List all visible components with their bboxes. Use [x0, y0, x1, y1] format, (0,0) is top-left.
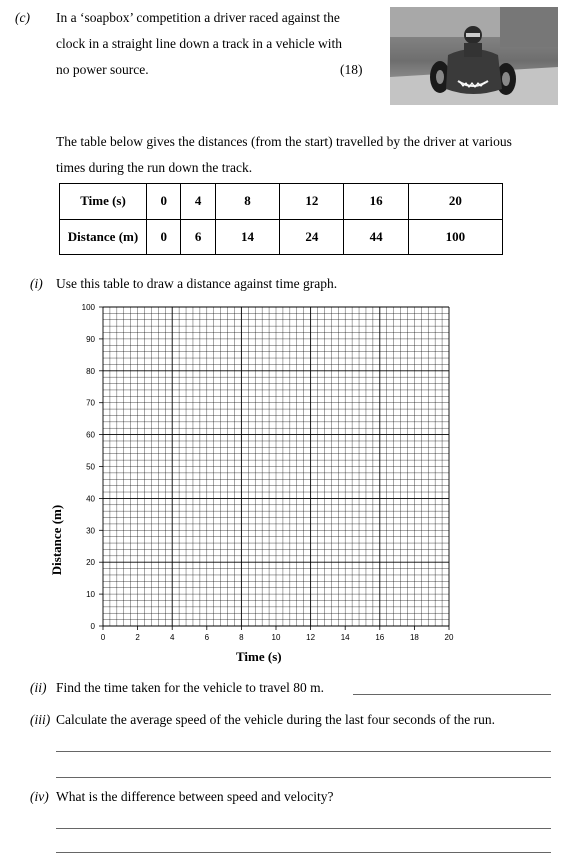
x-tick-label: 2: [135, 633, 140, 642]
grid-minor-lines: [103, 307, 449, 626]
question-iii-text: Calculate the average speed of the vehic…: [56, 712, 495, 727]
table-cell: 14: [214, 218, 281, 255]
y-tick-label: 50: [86, 463, 95, 472]
tick-labels: 0 10 20 30 40 50 60 70 80 90 100 0 2 4 6 8 10 12 14 16 18 20: [82, 303, 454, 642]
x-tick-label: 8: [239, 633, 244, 642]
x-tick-label: 14: [341, 633, 350, 642]
part-label: (c): [15, 10, 30, 25]
table-cell: 6: [180, 218, 216, 255]
table-row: Distance (m) 0 6 14 24 44 100: [59, 218, 504, 255]
x-tick-label: 12: [306, 633, 315, 642]
x-tick-label: 4: [170, 633, 175, 642]
table-row: Time (s) 0 4 8 12 16 20: [59, 183, 504, 220]
intro-line-3: no power source.: [56, 62, 149, 77]
axis-ticks: [99, 306, 450, 630]
x-tick-label: 16: [375, 633, 384, 642]
table-cell: 24: [279, 218, 345, 255]
table-intro-line-1: The table below gives the distances (fro…: [56, 134, 512, 149]
question-iv-text: What is the difference between speed and…: [56, 789, 334, 804]
distance-time-graph[interactable]: 0 10 20 30 40 50 60 70 80 90 100 0 2 4 6 8 10 12 14 16 18 20: [0, 295, 562, 670]
answer-line[interactable]: [56, 777, 551, 778]
y-tick-label: 90: [86, 335, 95, 344]
x-tick-label: 10: [272, 633, 281, 642]
table-cell: 0: [145, 183, 182, 220]
answer-line[interactable]: [56, 852, 551, 853]
x-tick-label: 18: [410, 633, 419, 642]
distance-header: Distance (m): [59, 218, 147, 255]
y-tick-label: 40: [86, 494, 95, 503]
y-tick-label: 10: [86, 590, 95, 599]
x-tick-label: 20: [445, 633, 454, 642]
intro-line-1: In a ‘soapbox’ competition a driver race…: [56, 10, 340, 25]
table-cell: 44: [343, 218, 409, 255]
table-cell: 100: [407, 218, 504, 255]
y-tick-label: 70: [86, 399, 95, 408]
answer-line[interactable]: [56, 751, 551, 752]
marks-label: (18): [340, 62, 363, 77]
table-cell: 20: [407, 183, 504, 220]
table-cell: 0: [145, 218, 182, 255]
table-cell: 4: [180, 183, 216, 220]
time-header: Time (s): [59, 183, 147, 220]
intro-line-2: clock in a straight line down a track in…: [56, 36, 343, 51]
y-tick-label: 60: [86, 431, 95, 440]
y-tick-label: 100: [82, 303, 96, 312]
y-tick-label: 80: [86, 367, 95, 376]
x-axis-label: Time (s): [236, 649, 282, 664]
answer-line[interactable]: [56, 828, 551, 829]
soapbox-car-photo: [390, 7, 558, 105]
question-ii-text: Find the time taken for the vehicle to t…: [56, 680, 325, 695]
y-tick-label: 30: [86, 526, 95, 535]
answer-line[interactable]: [353, 694, 551, 695]
x-tick-label: 0: [101, 633, 106, 642]
table-cell: 12: [279, 183, 345, 220]
question-i-text: Use this table to draw a distance agains…: [56, 276, 338, 291]
y-axis-label: Distance (m): [49, 504, 64, 576]
grid-major-lines: [102, 306, 450, 627]
y-tick-label: 0: [91, 622, 96, 631]
table-cell: 8: [214, 183, 281, 220]
table-intro-line-2: times during the run down the track.: [56, 160, 253, 175]
question-iv-label: (iv): [30, 789, 49, 804]
y-tick-label: 20: [86, 558, 95, 567]
question-ii-label: (ii): [30, 680, 47, 695]
question-i-label: (i): [30, 276, 43, 291]
x-tick-label: 6: [205, 633, 210, 642]
question-iii-label: (iii): [30, 712, 51, 727]
data-table: Time (s) 0 4 8 12 16 20 Distance (m) 0 6…: [59, 183, 504, 255]
table-cell: 16: [343, 183, 409, 220]
